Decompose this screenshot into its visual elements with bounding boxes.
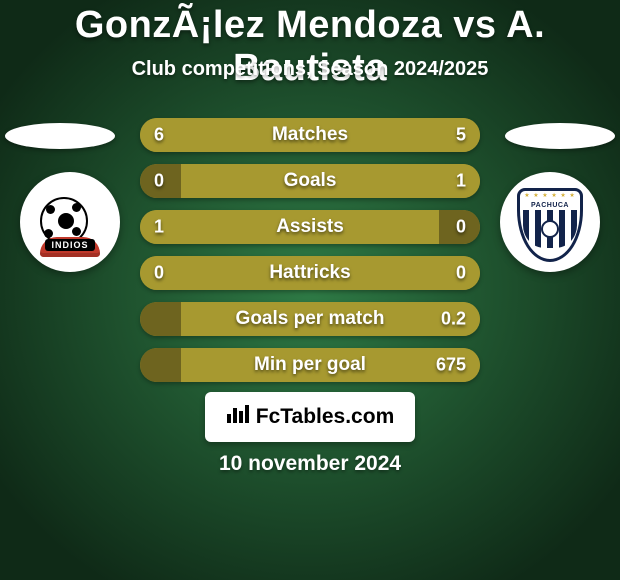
stat-label: Min per goal	[140, 354, 480, 376]
stat-label: Assists	[140, 216, 480, 238]
stat-value-right: 0	[456, 217, 466, 238]
shield-ball-icon	[541, 220, 559, 238]
stat-row: Assists1 0	[140, 210, 480, 244]
stat-row: Goals per match0.2	[140, 302, 480, 336]
crest-left-label: INDIOS	[45, 239, 95, 251]
club-crest-right: ★ ★ ★ ★ ★ ★ PACHUCA	[500, 172, 600, 272]
club-crest-left: INDIOS	[20, 172, 120, 272]
stat-label: Hattricks	[140, 262, 480, 284]
stars-icon: ★ ★ ★ ★ ★ ★	[515, 192, 585, 199]
stat-row: Hattricks0 0	[140, 256, 480, 290]
source-badge: FcTables.com	[205, 392, 415, 442]
stat-row: Min per goal675	[140, 348, 480, 382]
stat-row: Matches6 5	[140, 118, 480, 152]
source-label: FcTables.com	[256, 405, 395, 429]
stat-row: Goals0 1	[140, 164, 480, 198]
stat-value-left: 1	[154, 217, 164, 238]
stat-value-right: 1	[456, 171, 466, 192]
stat-value-left: 0	[154, 171, 164, 192]
comparison-card: GonzÃ¡lez Mendoza vs A. Bautista Club co…	[0, 0, 620, 580]
stat-label: Goals	[140, 170, 480, 192]
player-marker-right	[505, 123, 615, 149]
stat-value-left: 6	[154, 125, 164, 146]
chart-glyph-icon	[226, 404, 250, 430]
stat-label: Matches	[140, 124, 480, 146]
stat-value-right: 675	[436, 355, 466, 376]
crest-right-label: PACHUCA	[515, 202, 585, 209]
stat-value-right: 0.2	[441, 309, 466, 330]
card-subtitle: Club competitions, Season 2024/2025	[0, 58, 620, 81]
stat-bars: Matches65Goals01Assists10Hattricks00Goal…	[140, 118, 480, 394]
stat-value-left: 0	[154, 263, 164, 284]
stat-value-right: 0	[456, 263, 466, 284]
stat-label: Goals per match	[140, 308, 480, 330]
indios-logo: INDIOS	[40, 193, 100, 251]
card-date: 10 november 2024	[0, 452, 620, 476]
pachuca-logo: ★ ★ ★ ★ ★ ★ PACHUCA	[515, 182, 585, 262]
stat-value-right: 5	[456, 125, 466, 146]
player-marker-left	[5, 123, 115, 149]
